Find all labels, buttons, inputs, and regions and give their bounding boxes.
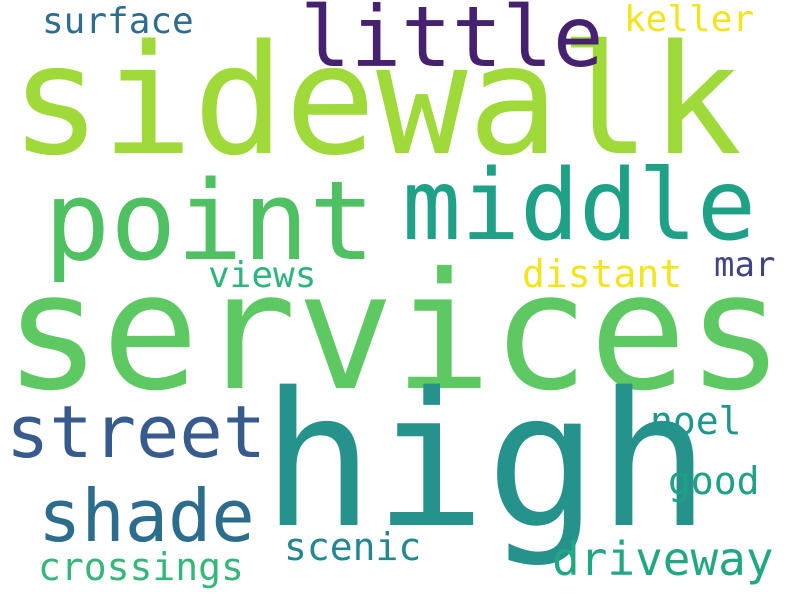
word-sidewalk: sidewalk — [10, 12, 743, 189]
word-street: street — [6, 390, 267, 474]
word-little: little — [300, 0, 604, 86]
word-shade: shade — [38, 474, 255, 558]
word-mar: mar — [714, 245, 776, 285]
word-surface: surface — [42, 1, 194, 42]
word-high: high — [262, 352, 710, 569]
word-middle: middle — [402, 149, 757, 263]
word-driveway: driveway — [552, 532, 774, 586]
word-scenic: scenic — [284, 525, 422, 569]
word-keller: keller — [624, 0, 755, 40]
word-crossings: crossings — [38, 545, 244, 589]
word-noel: noel — [650, 399, 742, 443]
word-services: services — [4, 239, 785, 427]
word-good: good — [668, 459, 760, 503]
word-views: views — [208, 255, 317, 296]
word-point: point — [44, 157, 376, 285]
word-distant: distant — [522, 252, 683, 296]
